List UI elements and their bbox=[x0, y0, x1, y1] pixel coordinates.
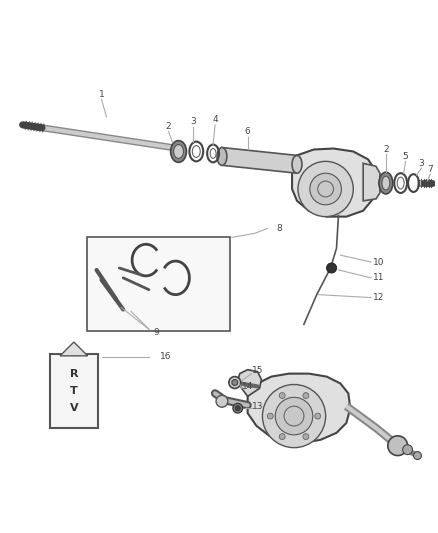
Polygon shape bbox=[222, 148, 297, 173]
Polygon shape bbox=[247, 374, 350, 443]
Circle shape bbox=[315, 413, 321, 419]
Circle shape bbox=[413, 451, 421, 459]
Circle shape bbox=[279, 434, 285, 440]
Circle shape bbox=[216, 395, 228, 407]
Text: 9: 9 bbox=[153, 328, 159, 337]
Ellipse shape bbox=[173, 144, 184, 158]
Circle shape bbox=[310, 173, 342, 205]
Bar bbox=[50, 354, 98, 428]
Circle shape bbox=[303, 434, 309, 440]
Polygon shape bbox=[292, 149, 376, 216]
Text: 16: 16 bbox=[160, 352, 171, 361]
Circle shape bbox=[303, 393, 309, 399]
Text: 11: 11 bbox=[373, 273, 385, 282]
Ellipse shape bbox=[171, 141, 187, 163]
Text: R: R bbox=[70, 369, 78, 378]
Text: 4: 4 bbox=[212, 115, 218, 124]
Text: 3: 3 bbox=[419, 159, 424, 168]
Circle shape bbox=[388, 436, 408, 456]
Text: V: V bbox=[70, 403, 78, 413]
Circle shape bbox=[232, 379, 238, 385]
Circle shape bbox=[403, 445, 413, 455]
Text: T: T bbox=[70, 386, 78, 397]
Polygon shape bbox=[238, 370, 261, 397]
Circle shape bbox=[233, 403, 243, 413]
Circle shape bbox=[298, 161, 353, 216]
Text: 2: 2 bbox=[383, 145, 389, 154]
Text: 1: 1 bbox=[99, 90, 104, 99]
Circle shape bbox=[275, 397, 313, 435]
Circle shape bbox=[229, 377, 241, 389]
Ellipse shape bbox=[382, 176, 390, 190]
Text: 5: 5 bbox=[403, 152, 409, 161]
Text: 2: 2 bbox=[166, 122, 171, 131]
Ellipse shape bbox=[379, 172, 393, 194]
Ellipse shape bbox=[217, 148, 227, 165]
Circle shape bbox=[279, 393, 285, 399]
Polygon shape bbox=[363, 163, 380, 201]
Text: 3: 3 bbox=[191, 117, 196, 126]
Ellipse shape bbox=[292, 156, 302, 173]
Text: 14: 14 bbox=[242, 382, 253, 391]
Text: 12: 12 bbox=[373, 293, 385, 302]
Text: 15: 15 bbox=[252, 366, 263, 375]
Text: 8: 8 bbox=[276, 224, 282, 233]
Text: 7: 7 bbox=[427, 165, 433, 174]
Circle shape bbox=[235, 406, 240, 410]
Polygon shape bbox=[60, 342, 88, 356]
Circle shape bbox=[327, 263, 336, 273]
Text: 13: 13 bbox=[252, 402, 263, 411]
Text: 10: 10 bbox=[373, 257, 385, 266]
Bar bbox=[87, 237, 230, 331]
Circle shape bbox=[267, 413, 273, 419]
Text: 6: 6 bbox=[245, 127, 251, 136]
Circle shape bbox=[262, 384, 325, 448]
